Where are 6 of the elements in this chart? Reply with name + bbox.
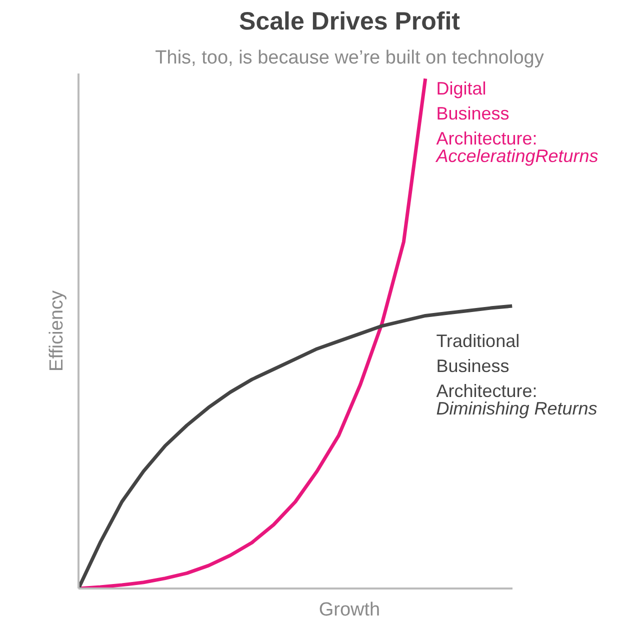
series-label: Traditional Business Architecture: Diminishing Returns <box>436 331 598 418</box>
chart-title: Scale Drives Profit <box>239 8 461 36</box>
chart-subtitle: This, too, is because we’re built on technology <box>155 48 544 68</box>
series-label: Digital Business Architecture: AcceleratingReturns <box>435 78 598 166</box>
y-axis-title: Efficiency <box>46 290 68 372</box>
x-axis-title: Growth <box>318 600 380 620</box>
